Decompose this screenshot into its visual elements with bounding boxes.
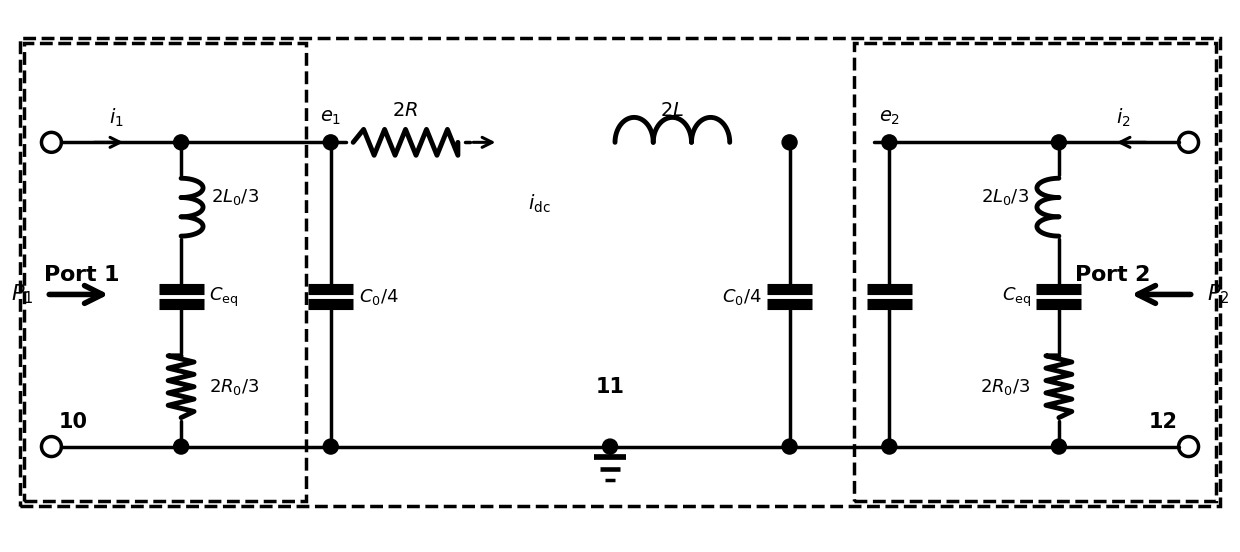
Text: $\mathbf{Port\ 2}$: $\mathbf{Port\ 2}$ [1074, 264, 1149, 284]
Text: $P_1$: $P_1$ [11, 283, 33, 306]
Circle shape [174, 135, 188, 150]
Text: $C_0/4$: $C_0/4$ [722, 287, 761, 307]
Text: $e_1$: $e_1$ [320, 108, 341, 127]
Text: 11: 11 [595, 376, 625, 397]
Circle shape [1052, 439, 1066, 454]
Circle shape [882, 135, 897, 150]
Text: $C_0/4$: $C_0/4$ [358, 287, 398, 307]
Text: $e_2$: $e_2$ [879, 108, 900, 127]
Text: $i_2$: $i_2$ [1116, 106, 1131, 129]
Text: $i_{\mathrm{dc}}$: $i_{\mathrm{dc}}$ [527, 193, 551, 215]
Circle shape [782, 439, 797, 454]
Text: $P_2$: $P_2$ [1207, 283, 1229, 306]
Circle shape [603, 439, 618, 454]
Text: $2R_0/3$: $2R_0/3$ [981, 376, 1030, 397]
Text: $2L_0/3$: $2L_0/3$ [981, 187, 1029, 207]
Text: $2R$: $2R$ [393, 101, 419, 120]
Circle shape [882, 439, 897, 454]
Text: $2R_0/3$: $2R_0/3$ [210, 376, 259, 397]
Text: $\mathbf{Port\ 1}$: $\mathbf{Port\ 1}$ [43, 264, 120, 284]
Text: $C_{\mathrm{eq}}$: $C_{\mathrm{eq}}$ [210, 285, 238, 309]
Text: 12: 12 [1149, 412, 1178, 432]
Circle shape [174, 439, 188, 454]
Circle shape [324, 135, 339, 150]
Text: $2L$: $2L$ [661, 101, 684, 120]
Text: 10: 10 [58, 412, 88, 432]
Circle shape [324, 439, 339, 454]
Circle shape [1052, 135, 1066, 150]
Circle shape [782, 135, 797, 150]
Text: $C_{\mathrm{eq}}$: $C_{\mathrm{eq}}$ [1002, 285, 1030, 309]
Text: $i_1$: $i_1$ [109, 106, 124, 129]
Text: $2L_0/3$: $2L_0/3$ [211, 187, 259, 207]
